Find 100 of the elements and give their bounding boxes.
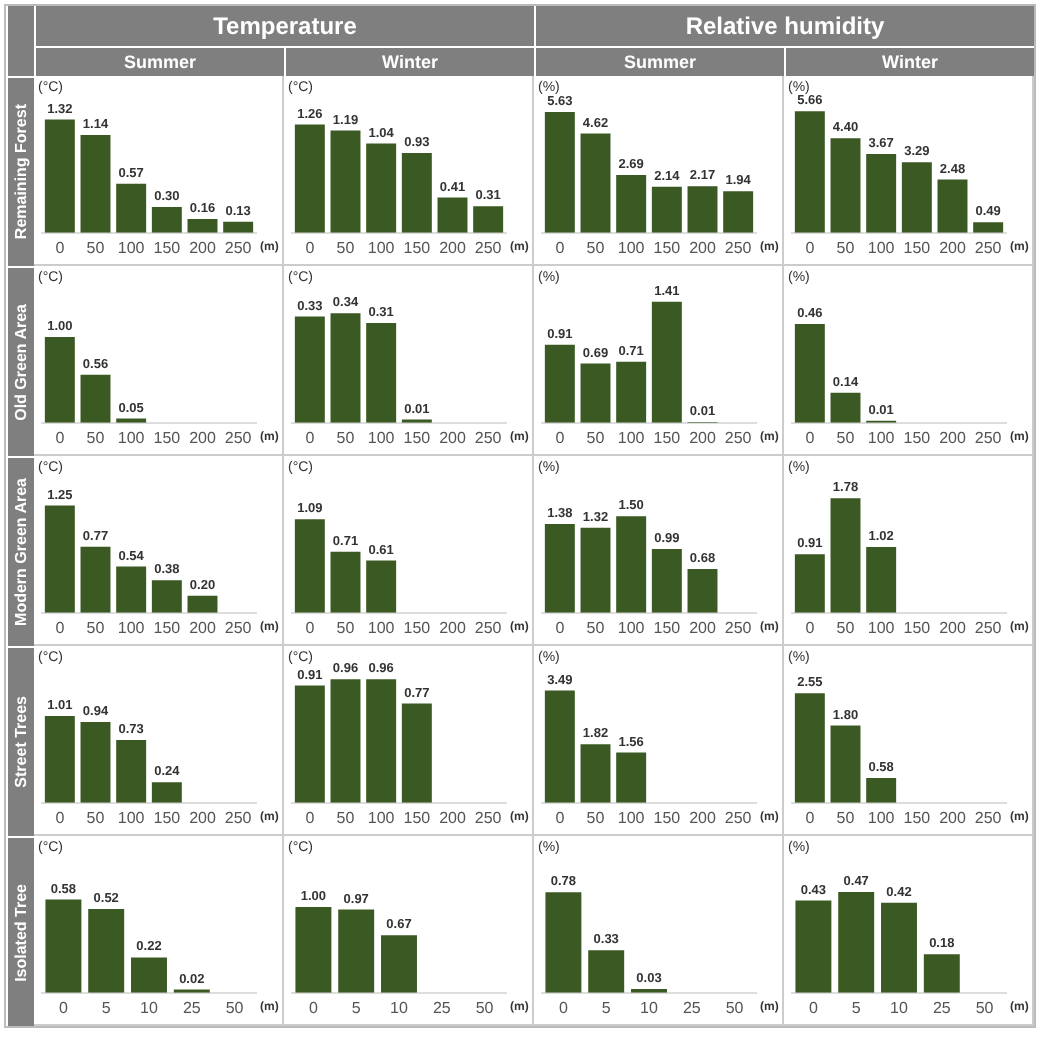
x-tick-label: 50 — [86, 618, 106, 637]
x-tick-label: 200 — [939, 428, 967, 447]
x-tick-label: 250 — [224, 428, 253, 447]
x-tick-label: 150 — [903, 238, 932, 257]
x-tick-label: 0 — [808, 998, 819, 1017]
bar — [187, 219, 218, 233]
x-tick-label: 50 — [836, 808, 856, 827]
x-tick-label: 5 — [601, 998, 612, 1017]
x-tick-label: 150 — [903, 618, 932, 637]
x-tick-label: 200 — [189, 808, 217, 827]
x-tick-label: 0 — [558, 998, 569, 1017]
x-tick-label: 200 — [189, 428, 217, 447]
bar — [923, 954, 960, 993]
bar — [294, 124, 325, 233]
bar — [80, 722, 111, 803]
bar — [838, 891, 875, 993]
x-tick-label: 0 — [308, 998, 319, 1017]
x-tick-label: 0 — [55, 238, 66, 257]
x-tick-label: 0 — [555, 428, 566, 447]
x-tick-label: 10 — [390, 998, 409, 1017]
x-tick-label: 5 — [101, 998, 112, 1017]
x-tick-label: 0 — [55, 808, 66, 827]
bar — [580, 363, 611, 423]
x-tick-label: 100 — [367, 238, 396, 257]
x-tick-label: 250 — [224, 618, 253, 637]
bar — [80, 546, 111, 613]
bar — [151, 782, 182, 803]
x-tick-label: 250 — [974, 238, 1003, 257]
x-tick-label: 50 — [586, 238, 606, 257]
x-tick-label: 250 — [974, 618, 1003, 637]
x-tick-label: 10 — [640, 998, 659, 1017]
x-tick-label: 250 — [474, 238, 503, 257]
x-tick-label: 0 — [55, 428, 66, 447]
bar — [881, 902, 917, 993]
bar — [544, 523, 575, 613]
x-tick-label: 100 — [117, 238, 146, 257]
x-tick-label: 100 — [867, 238, 896, 257]
bar — [651, 549, 682, 613]
bar — [473, 206, 504, 233]
x-tick-label: 200 — [939, 238, 967, 257]
x-tick-label: 0 — [58, 998, 69, 1017]
bar — [151, 580, 182, 613]
x-tick-label: 0 — [305, 238, 316, 257]
bar — [44, 119, 75, 233]
bar — [794, 111, 825, 233]
x-tick-label: 150 — [903, 428, 932, 447]
x-tick-label: 50 — [836, 238, 856, 257]
bar — [330, 313, 361, 423]
x-tick-label: 200 — [439, 808, 467, 827]
x-tick-label: 50 — [836, 428, 856, 447]
x-tick-label: 200 — [189, 238, 217, 257]
x-tick-label: 150 — [153, 238, 182, 257]
x-tick-label: 100 — [867, 808, 896, 827]
x-tick-label: 5 — [851, 998, 862, 1017]
x-tick-label: 250 — [724, 238, 753, 257]
text: Isolated Tree — [12, 883, 30, 981]
x-tick-label: 250 — [974, 808, 1003, 827]
bar — [830, 138, 861, 233]
x-tick-label: 150 — [153, 808, 182, 827]
bar — [116, 566, 147, 613]
x-tick-label: 200 — [439, 238, 467, 257]
x-tick-label: 200 — [939, 808, 967, 827]
bar — [616, 361, 647, 423]
x-tick-label: 100 — [617, 238, 646, 257]
bar — [80, 134, 111, 233]
bar — [616, 516, 647, 613]
bar — [151, 207, 182, 233]
x-tick-label: 0 — [555, 618, 566, 637]
x-tick-label: 150 — [653, 618, 682, 637]
chart-subtitle: Summer — [34, 46, 284, 76]
chart-subtitle: Summer — [534, 46, 784, 76]
x-tick-label: 0 — [305, 618, 316, 637]
x-tick-label: 200 — [689, 428, 717, 447]
x-tick-label: 50 — [86, 238, 106, 257]
x-tick-label: 100 — [117, 808, 146, 827]
bar — [866, 154, 897, 233]
chart-title: Relative humidity — [534, 6, 1034, 46]
x-tick-label: 25 — [182, 998, 202, 1017]
x-tick-label: 150 — [903, 808, 932, 827]
x-tick-label: 250 — [474, 618, 503, 637]
x-tick-label: 50 — [336, 428, 356, 447]
bar — [937, 179, 968, 233]
bar — [795, 900, 832, 993]
chart-subtitle: Winter — [284, 46, 534, 76]
x-tick-label: 50 — [836, 618, 856, 637]
x-tick-label: 150 — [653, 238, 682, 257]
x-tick-label: 50 — [86, 428, 106, 447]
x-tick-label: 10 — [140, 998, 159, 1017]
bar — [44, 505, 75, 613]
text: Remaining Forest — [12, 104, 30, 240]
x-tick-label: 50 — [586, 808, 606, 827]
x-tick-label: 0 — [805, 618, 816, 637]
x-tick-label: 50 — [336, 618, 356, 637]
chart-title: Temperature — [34, 6, 534, 46]
bar — [687, 569, 718, 613]
x-tick-label: 50 — [475, 998, 495, 1017]
x-tick-label: 0 — [305, 428, 316, 447]
x-tick-label: 250 — [224, 808, 253, 827]
x-tick-label: 250 — [724, 808, 753, 827]
x-tick-label: 100 — [117, 618, 146, 637]
